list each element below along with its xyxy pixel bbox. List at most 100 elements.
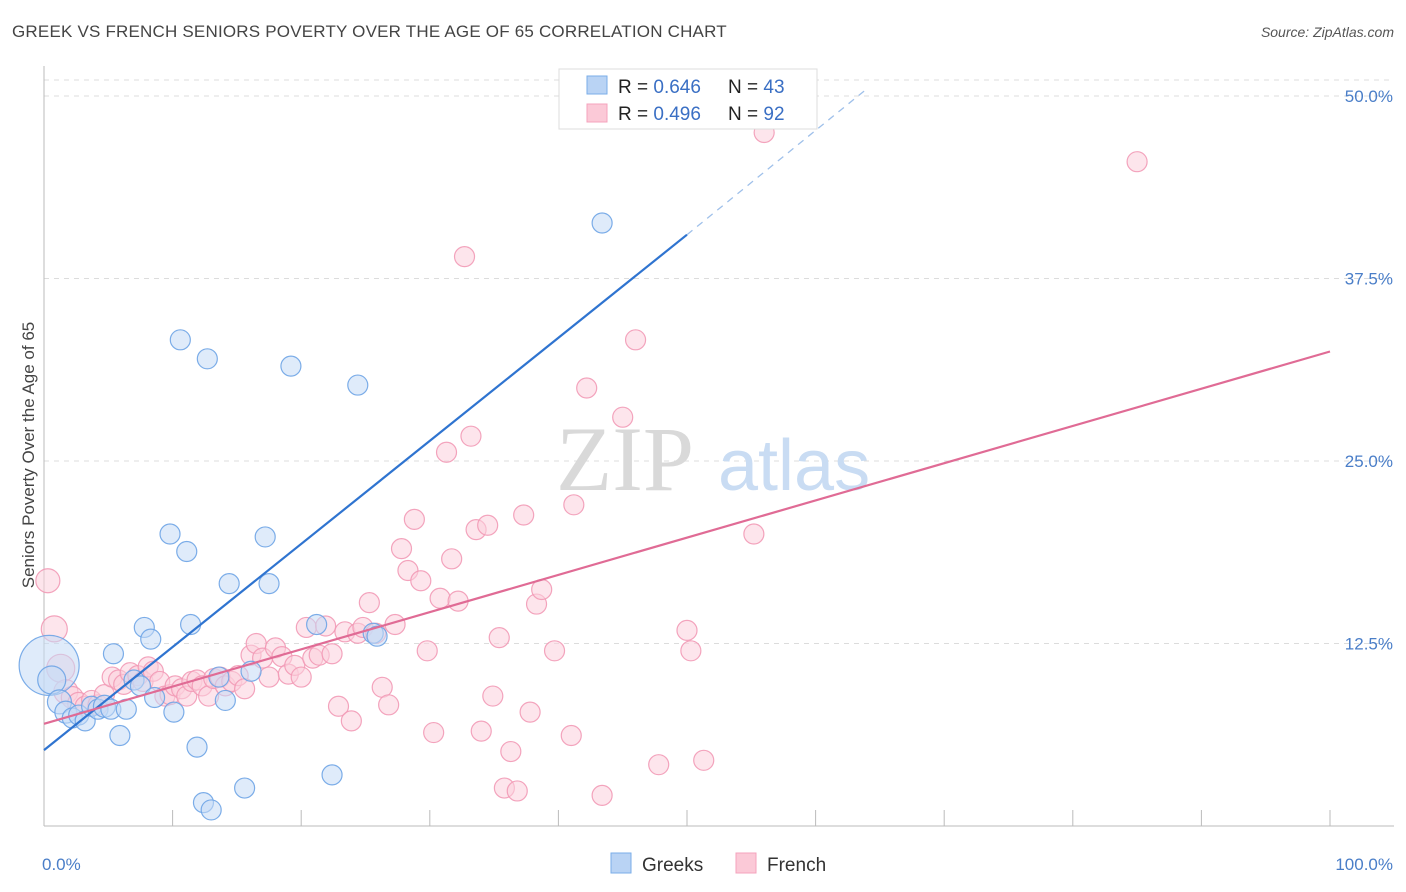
chart-title: GREEK VS FRENCH SENIORS POVERTY OVER THE… [12, 22, 727, 41]
greeks-point-30 [218, 573, 240, 595]
legend-n-value-greeks: 43 [763, 77, 784, 98]
french-point-63 [423, 721, 445, 744]
greeks-point-33 [254, 526, 276, 548]
french-point-37 [258, 666, 280, 688]
greeks-point-31 [234, 777, 256, 799]
legend-n-label-french: N = [728, 104, 763, 125]
greeks-point-24 [186, 736, 208, 758]
greeks-point-38 [347, 374, 369, 396]
legend-n-label-greeks: N = [728, 77, 763, 98]
grid-lines [44, 79, 1394, 644]
french-point-61 [410, 570, 432, 592]
legend-r-label-greeks: R = [618, 77, 653, 98]
french-trend-line [43, 350, 1331, 725]
french-point-72 [477, 514, 499, 536]
series-legend-label-greeks: Greeks [642, 855, 703, 876]
french-point-53 [358, 592, 380, 614]
french-point-71 [470, 720, 492, 742]
legend-r-label-french: R = [618, 104, 653, 125]
y-tick-label-1: 25.0% [1345, 452, 1393, 471]
watermark: ZIP atlas [556, 408, 870, 510]
greeks-point-26 [196, 348, 218, 370]
french-point-47 [321, 643, 343, 665]
y-axis-label: Seniors Poverty Over the Age of 65 [19, 322, 38, 588]
french-point-50 [340, 710, 362, 732]
x-tick-label-1: 100.0% [1335, 855, 1393, 874]
y-tick-label-2: 37.5% [1345, 270, 1393, 289]
greeks-point-36 [306, 613, 328, 636]
french-point-78 [513, 504, 535, 526]
x-tick-label-0: 0.0% [42, 855, 81, 874]
greeks-point-19 [159, 523, 181, 545]
french-point-85 [576, 377, 598, 399]
french-point-86 [591, 784, 613, 806]
greeks-point-29 [214, 689, 236, 712]
x-tick-labels: 0.0% 100.0% [42, 855, 1393, 874]
french-points [35, 121, 1148, 806]
greeks-point-34 [258, 573, 280, 595]
french-point-60 [403, 508, 425, 531]
french-point-48 [327, 695, 350, 717]
greeks-point-22 [176, 540, 198, 563]
svg-text:R = 0.646: R = 0.646 [618, 77, 701, 98]
french-point-62 [416, 640, 438, 662]
y-tick-label-3: 50.0% [1345, 87, 1393, 106]
axes [43, 66, 1394, 827]
greeks-point-11 [102, 643, 125, 665]
greeks-point-12 [109, 724, 131, 747]
french-point-66 [441, 548, 463, 570]
greeks-point-40 [366, 625, 388, 647]
legend-r-value-greeks: 0.646 [653, 77, 701, 98]
french-point-91 [680, 640, 702, 662]
french-point-89 [648, 754, 670, 776]
french-point-74 [488, 627, 510, 649]
legend-swatch-greeks [586, 75, 608, 95]
greeks-point-42 [591, 212, 613, 234]
french-point-76 [500, 740, 522, 763]
stats-legend: R = 0.646 N = 43 R = 0.496 N = 92 [558, 68, 818, 130]
french-point-95 [1126, 151, 1148, 173]
french-point-92 [693, 749, 715, 771]
trend-lines [43, 88, 1331, 751]
french-point-93 [743, 523, 765, 545]
legend-r-value-french: 0.496 [653, 104, 701, 125]
legend-swatch-french [586, 103, 608, 123]
source-label: Source: ZipAtlas.com [1260, 24, 1394, 40]
greeks-trend-line [43, 233, 688, 751]
greeks-point-37 [321, 764, 343, 786]
series-legend-swatch-greeks [610, 852, 632, 874]
french-point-79 [519, 701, 541, 723]
svg-text:R = 0.496: R = 0.496 [618, 104, 701, 125]
french-point-65 [435, 441, 458, 463]
svg-text:N = 92: N = 92 [728, 104, 785, 125]
french-point-42 [290, 666, 312, 688]
french-point-58 [390, 537, 413, 560]
greeks-point-35 [280, 355, 302, 377]
french-point-87 [612, 406, 634, 428]
series-legend: Greeks French [610, 852, 826, 876]
french-point-68 [453, 246, 476, 268]
french-point-90 [676, 619, 698, 641]
french-point-64 [429, 587, 451, 609]
greeks-point-20 [163, 701, 185, 723]
y-tick-labels: 12.5% 25.0% 37.5% 50.0% [1345, 87, 1393, 654]
french-point-82 [543, 640, 566, 662]
legend-n-value-french: 92 [763, 104, 784, 125]
french-point-73 [482, 685, 504, 707]
greeks-point-21 [169, 329, 191, 351]
greeks-point-27 [200, 799, 222, 821]
greeks-point-17 [140, 628, 162, 650]
watermark-atlas: atlas [718, 426, 870, 506]
series-legend-swatch-french [735, 852, 757, 874]
french-point-69 [460, 425, 482, 447]
french-point-0 [35, 568, 61, 594]
y-tick-label-0: 12.5% [1345, 635, 1393, 654]
series-legend-label-french: French [767, 855, 826, 876]
french-point-88 [624, 329, 647, 351]
french-point-56 [378, 694, 400, 716]
french-point-84 [563, 494, 585, 516]
french-point-83 [560, 724, 582, 747]
svg-text:N = 43: N = 43 [728, 77, 785, 98]
french-point-77 [506, 780, 528, 802]
